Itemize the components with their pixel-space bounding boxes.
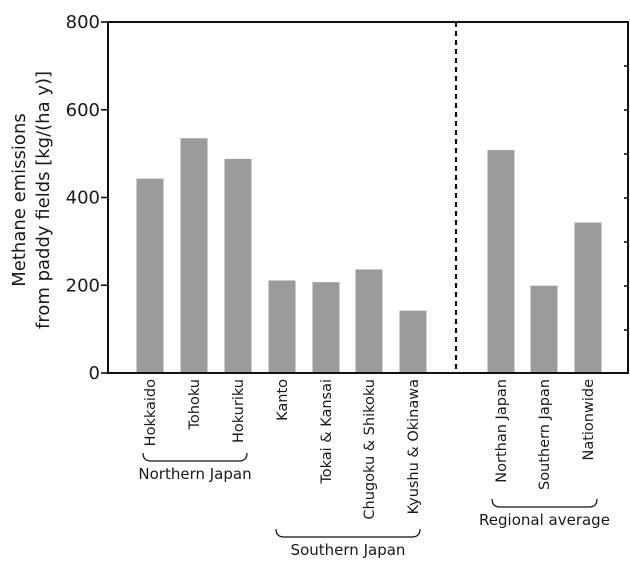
x-tick-label: Southern Japan <box>537 379 553 490</box>
bar <box>180 138 208 373</box>
y-axis-label-line-2: from paddy fields [kg/(ha y)] <box>33 71 54 329</box>
bar <box>268 280 296 373</box>
x-tick-label: Kanto <box>275 379 291 421</box>
right-axis-tick-marks <box>624 65 628 331</box>
x-tick-label: Kyushu & Okinawa <box>406 379 422 514</box>
bar-series <box>136 138 602 373</box>
x-tick-label: Nationwide <box>581 379 597 461</box>
group-label: Regional average <box>479 511 610 529</box>
group-label: Southern Japan <box>291 541 406 559</box>
bar <box>312 282 340 373</box>
y-tick-label: 0 <box>89 363 100 384</box>
y-axis-label: Methane emissions from paddy fields [kg/… <box>9 71 54 329</box>
y-tick-label: 400 <box>66 188 100 209</box>
group-bracket <box>491 498 598 508</box>
x-tick-label: Hokuriku <box>231 379 247 443</box>
bar <box>224 158 252 373</box>
bar <box>487 150 515 373</box>
x-axis-tick-labels: Hokkaido Tohoku Hokuriku Kanto Tokai & Kansa… <box>143 379 597 520</box>
x-tick-label: Northan Japan <box>494 379 510 483</box>
group-bracket <box>142 452 248 462</box>
bar <box>530 285 558 373</box>
bar <box>136 178 164 373</box>
y-tick-label: 800 <box>66 12 100 33</box>
bar <box>574 222 602 373</box>
y-tick-label: 600 <box>66 100 100 121</box>
group-bracket <box>275 528 421 538</box>
y-tick-label: 200 <box>66 275 100 296</box>
x-tick-label: Tohoku <box>187 379 203 430</box>
x-tick-label: Hokkaido <box>143 379 159 446</box>
x-tick-label: Chugoku & Shikoku <box>362 379 378 520</box>
group-label: Northern Japan <box>138 465 251 483</box>
bar <box>399 310 427 373</box>
y-axis-label-line-1: Methane emissions <box>9 113 30 286</box>
y-axis-ticks: 0 200 400 600 800 <box>66 12 108 384</box>
bar <box>355 269 383 373</box>
category-group-brackets: Northern Japan Southern Japan Regional ave… <box>138 452 610 559</box>
x-tick-label: Tokai & Kansai <box>319 379 335 485</box>
